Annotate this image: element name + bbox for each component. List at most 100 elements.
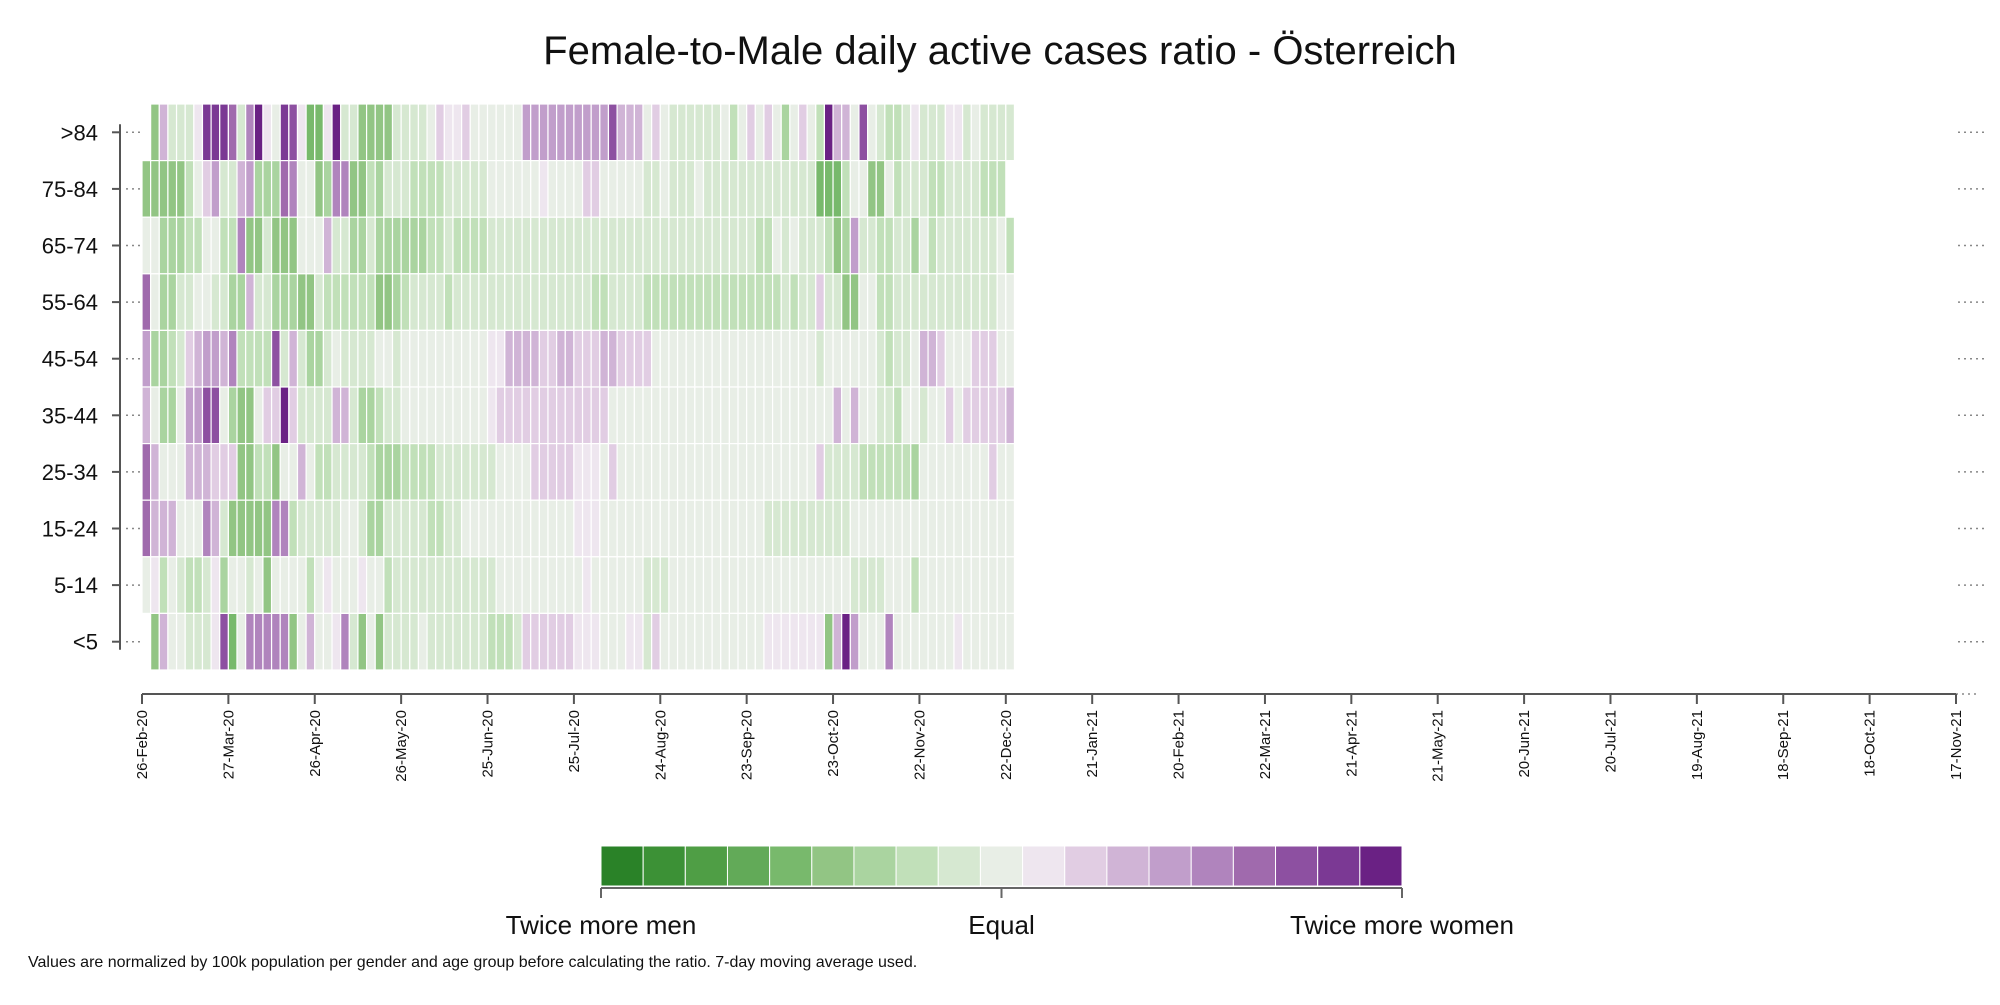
- heatmap-cell: [305, 216, 316, 275]
- heatmap-cell: [400, 160, 411, 218]
- heatmap-cell: [374, 160, 385, 218]
- heatmap-cell: [573, 499, 584, 558]
- heatmap-cell: [400, 329, 411, 388]
- heatmap-cell: [763, 386, 774, 445]
- heatmap-cell: [892, 443, 903, 501]
- heatmap-cell: [728, 273, 739, 331]
- heatmap-cell: [158, 273, 169, 331]
- heatmap-cell: [141, 273, 152, 331]
- heatmap-cell: [866, 273, 877, 331]
- heatmap-cell: [167, 103, 178, 162]
- heatmap-cell: [279, 216, 290, 275]
- heatmap-cell: [383, 386, 394, 445]
- legend-swatch: [1064, 845, 1108, 887]
- heatmap-cell: [279, 443, 290, 501]
- heatmap-cell: [236, 103, 247, 162]
- heatmap-cell: [504, 443, 515, 501]
- heatmap-cell: [400, 612, 411, 671]
- heatmap-cell: [953, 556, 964, 614]
- legend-swatch: [1317, 845, 1361, 887]
- heatmap-cell: [746, 273, 756, 331]
- heatmap-cell: [270, 386, 281, 445]
- heatmap-cell: [884, 386, 895, 445]
- heatmap-cell: [504, 556, 515, 614]
- heatmap-cell: [944, 160, 955, 218]
- heatmap-cell: [443, 329, 454, 388]
- heatmap-cell: [167, 329, 178, 388]
- heatmap-cell: [314, 273, 324, 331]
- heatmap-cell: [953, 329, 964, 388]
- heatmap-cell: [227, 216, 238, 275]
- heatmap-cell: [927, 329, 938, 388]
- heatmap-cell: [944, 329, 955, 388]
- heatmap-cell: [720, 556, 730, 614]
- heatmap-cell: [996, 443, 1007, 501]
- x-tick-label: 22-Nov-20: [911, 710, 928, 780]
- heatmap-cell: [564, 499, 575, 558]
- heatmap-cell: [150, 556, 160, 614]
- heatmap-cell: [253, 612, 264, 671]
- heatmap-cell: [486, 216, 497, 275]
- heatmap-cell: [357, 556, 368, 614]
- heatmap-cell: [910, 103, 921, 162]
- heatmap-cell: [435, 443, 445, 501]
- heatmap-cell: [832, 612, 843, 671]
- heatmap-cell: [331, 612, 342, 671]
- heatmap-cell: [884, 103, 895, 162]
- heatmap-cell: [184, 160, 195, 218]
- legend-swatch: [642, 845, 686, 887]
- heatmap-cell: [443, 160, 454, 218]
- heatmap-cell: [322, 612, 333, 671]
- x-tick-label: 21-Apr-21: [1343, 710, 1360, 777]
- heatmap-cell: [245, 556, 255, 614]
- heatmap-cell: [253, 556, 264, 614]
- heatmap-cell: [219, 612, 229, 671]
- heatmap-cell: [435, 556, 445, 614]
- heatmap-cell: [452, 216, 463, 275]
- heatmap-cell: [823, 160, 834, 218]
- heatmap-cell: [910, 216, 921, 275]
- heatmap-cell: [910, 273, 921, 331]
- heatmap-cell: [927, 386, 938, 445]
- heatmap-cell: [348, 612, 359, 671]
- heatmap-cell: [625, 556, 635, 614]
- heatmap-cell: [590, 160, 601, 218]
- heatmap-cell: [676, 160, 687, 218]
- heatmap-cell: [754, 499, 765, 558]
- heatmap-cell: [512, 329, 523, 388]
- heatmap-cell: [806, 216, 817, 275]
- heatmap-cell: [426, 443, 437, 501]
- heatmap-cell: [676, 386, 687, 445]
- heatmap-cell: [461, 103, 471, 162]
- heatmap-cell: [910, 443, 921, 501]
- heatmap-cell: [486, 386, 497, 445]
- x-tick-label: 22-Dec-20: [998, 710, 1015, 780]
- heatmap-cell: [478, 160, 489, 218]
- heatmap-cell: [279, 386, 290, 445]
- heatmap-cell: [452, 499, 463, 558]
- heatmap-cell: [797, 273, 808, 331]
- heatmap-cell: [219, 443, 229, 501]
- heatmap-cell: [771, 499, 782, 558]
- heatmap-cell: [391, 273, 402, 331]
- heatmap-cell: [918, 556, 929, 614]
- heatmap-cell: [210, 556, 221, 614]
- heatmap-cell: [763, 216, 774, 275]
- heatmap-cell: [866, 160, 877, 218]
- y-tick-label: 5-14: [54, 573, 98, 598]
- heatmap-cell: [625, 499, 635, 558]
- heatmap-cell: [841, 499, 851, 558]
- heatmap-cell: [288, 386, 299, 445]
- heatmap-cell: [918, 273, 929, 331]
- heatmap-cell: [452, 103, 463, 162]
- heatmap-cell: [849, 556, 860, 614]
- heatmap-cell: [970, 443, 981, 501]
- heatmap-cell: [538, 499, 549, 558]
- heatmap-cell: [296, 556, 307, 614]
- heatmap-cell: [832, 443, 843, 501]
- heatmap-cell: [823, 103, 834, 162]
- heatmap-cell: [435, 160, 445, 218]
- heatmap-cell: [417, 556, 428, 614]
- heatmap-cell: [504, 329, 515, 388]
- heatmap-cell: [374, 443, 385, 501]
